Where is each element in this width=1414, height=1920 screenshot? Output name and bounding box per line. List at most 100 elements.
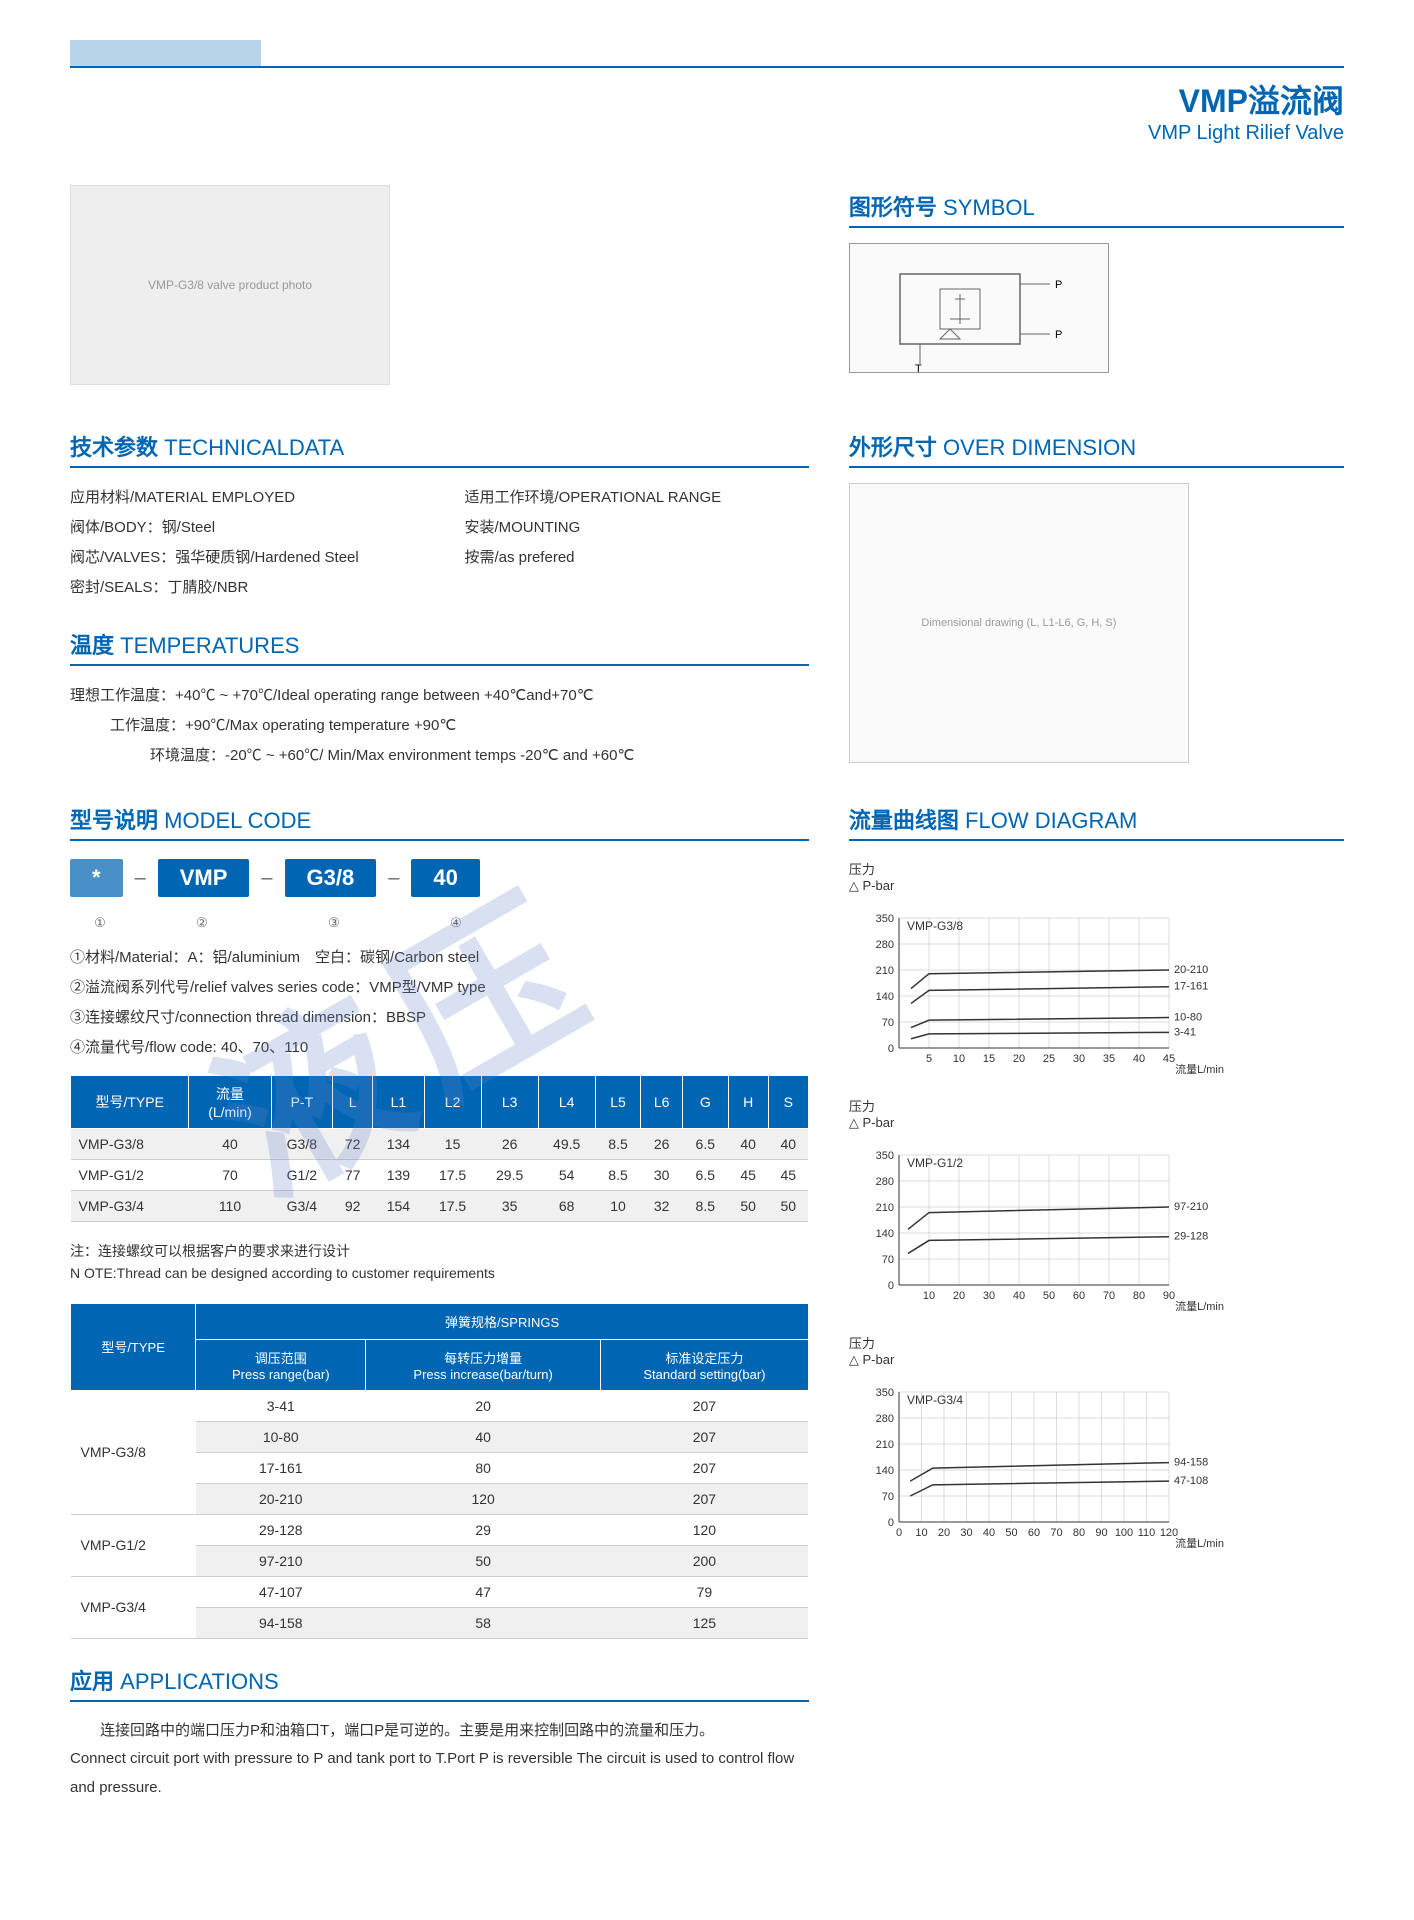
temp-line: 环境温度：-20℃ ~ +60℃/ Min/Max environment te… <box>70 741 809 771</box>
svg-text:45: 45 <box>1163 1053 1175 1065</box>
svg-text:流量L/min: 流量L/min <box>1175 1299 1224 1313</box>
svg-text:94-158: 94-158 <box>1174 1457 1208 1469</box>
table-header: L5 <box>595 1076 641 1129</box>
svg-text:10: 10 <box>953 1053 965 1065</box>
svg-text:流量L/min: 流量L/min <box>1175 1536 1224 1550</box>
table-header: 每转压力增量Press increase(bar/turn) <box>366 1339 601 1390</box>
model-num: ④ <box>406 915 506 931</box>
tech-line: 密封/SEALS：丁腈胶/NBR <box>70 573 414 603</box>
symbol-diagram: P P T <box>849 243 1109 373</box>
svg-text:40: 40 <box>1133 1053 1145 1065</box>
table-header: L2 <box>424 1076 481 1129</box>
svg-text:29-128: 29-128 <box>1174 1231 1208 1243</box>
flow-charts: 压力△ P-bar0701402102803505101520253035404… <box>849 859 1344 1552</box>
table-header: 流量(L/min) <box>189 1076 271 1129</box>
tech-line: 应用材料/MATERIAL EMPLOYED <box>70 483 414 513</box>
svg-text:0: 0 <box>888 1517 894 1529</box>
temp-line: 工作温度：+90℃/Max operating temperature +90℃ <box>70 711 809 741</box>
chart-ylabel: 压力△ P-bar <box>849 1096 1344 1131</box>
svg-text:70: 70 <box>1050 1527 1062 1539</box>
model-box: 40 <box>411 859 479 897</box>
svg-text:30: 30 <box>960 1527 972 1539</box>
table-header: S <box>768 1076 808 1129</box>
table-note: 注：连接螺纹可以根据客户的要求来进行设计 N OTE:Thread can be… <box>70 1234 809 1291</box>
svg-text:70: 70 <box>882 1254 894 1266</box>
svg-text:30: 30 <box>1073 1053 1085 1065</box>
svg-text:350: 350 <box>876 1387 894 1399</box>
model-num: ② <box>142 915 262 931</box>
springs-table: 型号/TYPE弹簧规格/SPRINGS调压范围Press range(bar)每… <box>70 1303 809 1639</box>
table-row: VMP-G3/83-4120207 <box>71 1390 809 1421</box>
flow-chart: 07014021028035010203040506070809097-2102… <box>849 1135 1229 1315</box>
table-header: P-T <box>271 1076 333 1129</box>
svg-text:P: P <box>1055 279 1062 291</box>
svg-text:流量L/min: 流量L/min <box>1175 1062 1224 1076</box>
svg-text:210: 210 <box>876 1439 894 1451</box>
svg-text:20: 20 <box>938 1527 950 1539</box>
svg-text:10: 10 <box>915 1527 927 1539</box>
dim-heading: 外形尺寸 OVER DIMENSION <box>849 430 1344 468</box>
temperatures: 理想工作温度：+40℃ ~ +70℃/Ideal operating range… <box>70 681 809 771</box>
flow-heading: 流量曲线图 FLOW DIAGRAM <box>849 803 1344 841</box>
svg-text:35: 35 <box>1103 1053 1115 1065</box>
svg-text:80: 80 <box>1073 1527 1085 1539</box>
svg-text:10-80: 10-80 <box>1174 1012 1202 1024</box>
svg-text:140: 140 <box>876 991 894 1003</box>
model-code-nums: ①②③④ <box>70 915 809 931</box>
svg-text:VMP-G3/8: VMP-G3/8 <box>907 919 963 933</box>
svg-text:280: 280 <box>876 1176 894 1188</box>
svg-text:0: 0 <box>888 1280 894 1292</box>
product-photo: VMP-G3/8 valve product photo <box>70 185 390 385</box>
model-box: G3/8 <box>285 859 377 897</box>
svg-text:110: 110 <box>1138 1527 1156 1539</box>
svg-text:70: 70 <box>882 1491 894 1503</box>
symbol-heading: 图形符号 SYMBOL <box>849 190 1344 228</box>
svg-text:280: 280 <box>876 939 894 951</box>
svg-text:20: 20 <box>953 1290 965 1302</box>
svg-text:P: P <box>1055 329 1062 341</box>
applications-text: 连接回路中的端口压力P和油箱口T，端口P是可逆的。主要是用来控制回路中的流量和压… <box>70 1717 809 1803</box>
title-en: VMP Light Rilief Valve <box>70 122 1344 145</box>
flow-chart: 0701402102803505101520253035404520-21017… <box>849 898 1229 1078</box>
table-row: VMP-G1/270G1/27713917.529.5548.5306.5454… <box>71 1160 809 1191</box>
svg-text:50: 50 <box>1005 1527 1017 1539</box>
table-header: 型号/TYPE <box>71 1303 196 1390</box>
model-desc-line: ④流量代号/flow code: 40、70、110 <box>70 1033 809 1063</box>
svg-text:210: 210 <box>876 1202 894 1214</box>
table-header: G <box>682 1076 728 1129</box>
page-header: VMP溢流阀 VMP Light Rilief Valve <box>70 40 1344 145</box>
svg-text:90: 90 <box>1163 1290 1175 1302</box>
flow-chart: 0701402102803500102030405060708090100110… <box>849 1372 1229 1552</box>
table-header: 调压范围Press range(bar) <box>196 1339 366 1390</box>
svg-text:40: 40 <box>983 1527 995 1539</box>
model-desc-line: ③连接螺纹尺寸/connection thread dimension：BBSP <box>70 1003 809 1033</box>
svg-text:0: 0 <box>896 1527 902 1539</box>
tech-line: 阀芯/VALVES：强华硬质钢/Hardened Steel <box>70 543 414 573</box>
svg-text:VMP-G1/2: VMP-G1/2 <box>907 1156 963 1170</box>
model-box: * <box>70 859 123 897</box>
svg-text:140: 140 <box>876 1465 894 1477</box>
svg-text:47-108: 47-108 <box>1174 1475 1208 1487</box>
svg-text:70: 70 <box>1103 1290 1115 1302</box>
svg-text:90: 90 <box>1095 1527 1107 1539</box>
svg-text:350: 350 <box>876 913 894 925</box>
svg-text:60: 60 <box>1073 1290 1085 1302</box>
svg-text:80: 80 <box>1133 1290 1145 1302</box>
dimension-drawing: Dimensional drawing (L, L1-L6, G, H, S) <box>849 483 1189 763</box>
model-heading: 型号说明 MODEL CODE <box>70 803 809 841</box>
svg-text:40: 40 <box>1013 1290 1025 1302</box>
title-cn: VMP溢流阀 <box>70 76 1344 122</box>
table-header: L <box>333 1076 373 1129</box>
svg-text:25: 25 <box>1043 1053 1055 1065</box>
svg-text:140: 140 <box>876 1228 894 1240</box>
dimension-table: 型号/TYPE流量(L/min)P-TLL1L2L3L4L5L6GHSVMP-G… <box>70 1075 809 1222</box>
svg-text:30: 30 <box>983 1290 995 1302</box>
model-desc-line: ①材料/Material：A：铝/aluminium 空白：碳钢/Carbon … <box>70 943 809 973</box>
tech-line: 适用工作环境/OPERATIONAL RANGE <box>464 483 808 513</box>
svg-text:50: 50 <box>1043 1290 1055 1302</box>
table-row: VMP-G1/229-12829120 <box>71 1514 809 1545</box>
tech-line: 按需/as prefered <box>464 543 808 573</box>
table-header: 型号/TYPE <box>71 1076 189 1129</box>
svg-text:70: 70 <box>882 1017 894 1029</box>
svg-text:T: T <box>915 363 922 374</box>
